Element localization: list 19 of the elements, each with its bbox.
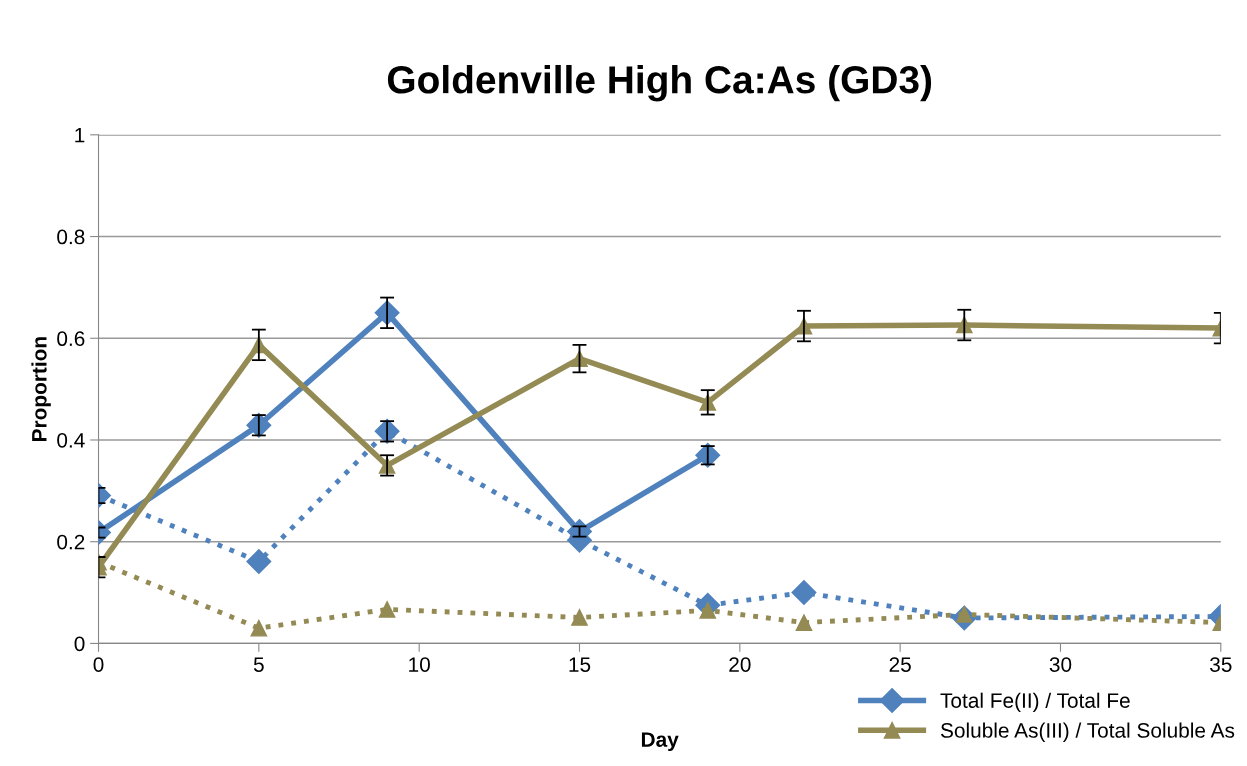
chart-title: Goldenville High Ca:As (GD3) bbox=[387, 64, 932, 102]
x-axis-title: Day bbox=[641, 732, 679, 752]
legend-label: Total Fe(II) / Total Fe bbox=[940, 692, 1130, 713]
x-tick-label: 10 bbox=[409, 657, 430, 672]
y-tick-label: 0.8 bbox=[57, 229, 85, 245]
y-axis-title: Proportion bbox=[31, 337, 51, 441]
x-tick-label: 0 bbox=[93, 657, 104, 672]
y-tick-label: 0.2 bbox=[57, 534, 85, 550]
legend-label: Soluble As(III) / Total Soluble As bbox=[940, 722, 1235, 742]
x-tick-label: 35 bbox=[1210, 657, 1232, 672]
y-tick-label: 0.4 bbox=[57, 432, 85, 448]
y-tick-label: 1 bbox=[75, 128, 85, 143]
y-tick-label: 0 bbox=[74, 636, 85, 652]
x-tick-label: 30 bbox=[1049, 657, 1072, 672]
x-tick-label: 20 bbox=[729, 657, 751, 672]
x-tick-label: 25 bbox=[889, 657, 911, 672]
x-tick-label: 15 bbox=[569, 657, 591, 672]
y-tick-label: 0.6 bbox=[57, 331, 85, 347]
x-tick-label: 5 bbox=[253, 657, 264, 672]
